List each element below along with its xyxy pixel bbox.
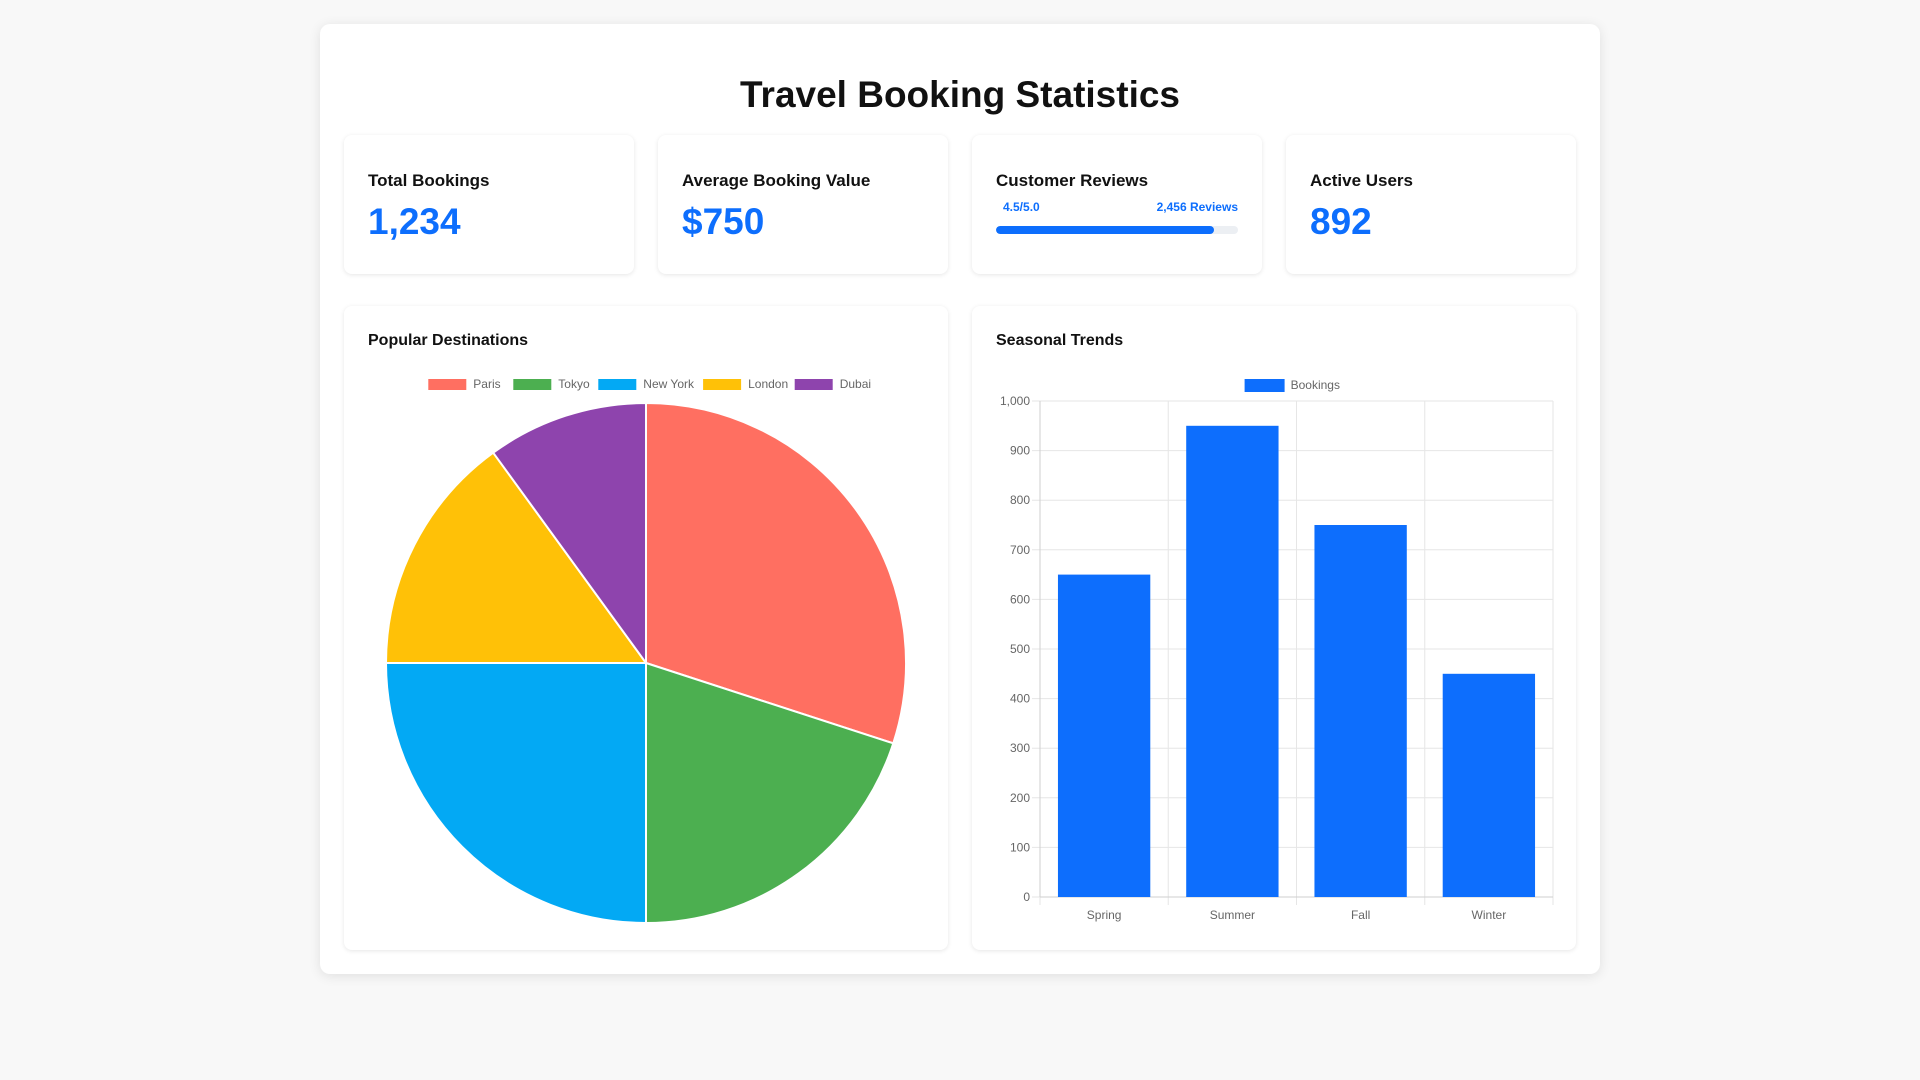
y-tick-label: 1,000	[1000, 394, 1030, 408]
pie-slice-new-york[interactable]	[384, 662, 647, 925]
seasonal-trends-title: Seasonal Trends	[996, 332, 1124, 349]
review-count: 2,456 Reviews	[1156, 200, 1238, 214]
average-booking-value-card: Average Booking Value $750	[658, 135, 948, 274]
y-tick-label: 800	[1010, 493, 1030, 507]
pie-slice-paris[interactable]	[645, 401, 907, 745]
pie-slice-tokyo[interactable]	[645, 661, 895, 925]
x-tick-label: Fall	[1351, 908, 1370, 922]
legend-swatch	[598, 379, 637, 390]
legend-swatch	[428, 379, 467, 390]
legend-label: Dubai	[840, 377, 871, 391]
legend-item-london[interactable]: London	[703, 377, 788, 391]
legend-item-tokyo[interactable]: Tokyo	[513, 377, 590, 391]
total-bookings-label: Total Bookings	[368, 171, 490, 190]
active-users-label: Active Users	[1310, 171, 1414, 190]
legend-swatch	[794, 379, 833, 390]
dashboard-panel: Travel Booking Statistics Total Bookings…	[320, 24, 1600, 974]
bar-fall[interactable]	[1314, 525, 1407, 897]
customer-reviews-label: Customer Reviews	[996, 171, 1149, 190]
bar-chart: Bookings 0 100 200 300 400 500 600 700 800 900 1,00…	[1000, 378, 1554, 922]
x-tick-label: Winter	[1472, 908, 1507, 922]
y-tick-label: 0	[1023, 890, 1030, 904]
seasonal-trends-card: Seasonal Trends Bookings 0 100 200 300 400 500…	[972, 306, 1576, 950]
pie-slice-london[interactable]	[384, 451, 648, 664]
active-users-card: Active Users 892	[1286, 135, 1576, 274]
y-tick-label: 200	[1010, 791, 1030, 805]
y-tick-label: 600	[1010, 592, 1030, 606]
legend-swatch	[513, 379, 552, 390]
pie-slice-dubai[interactable]	[491, 401, 647, 667]
bar-summer[interactable]	[1186, 425, 1279, 897]
legend-label: Bookings	[1291, 378, 1340, 392]
bar-spring[interactable]	[1057, 574, 1151, 897]
y-tick-label: 900	[1010, 444, 1030, 458]
legend-label: Tokyo	[558, 377, 590, 391]
customer-reviews-card: Customer Reviews 4.5/5.0 2,456 Reviews	[972, 135, 1262, 274]
average-booking-value-label: Average Booking Value	[682, 171, 871, 190]
legend-item-dubai[interactable]: Dubai	[794, 377, 871, 391]
popular-destinations-card: Popular Destinations Paris Tokyo New York L…	[344, 306, 948, 950]
y-tick-label: 400	[1010, 692, 1030, 706]
x-tick-label: Summer	[1210, 908, 1255, 922]
legend-label: Paris	[473, 377, 500, 391]
review-progress-bar	[996, 226, 1238, 234]
total-bookings-card: Total Bookings 1,234	[344, 135, 634, 274]
x-tick-label: Spring	[1087, 908, 1122, 922]
legend-item-paris[interactable]: Paris	[428, 377, 501, 391]
y-tick-label: 700	[1010, 543, 1030, 557]
total-bookings-value: 1,234	[368, 201, 461, 242]
legend-item-new-york[interactable]: New York	[598, 377, 695, 391]
popular-destinations-title: Popular Destinations	[368, 332, 529, 349]
legend-label: London	[748, 377, 788, 391]
page-title: Travel Booking Statistics	[739, 74, 1181, 115]
y-tick-label: 300	[1010, 741, 1030, 755]
y-tick-label: 100	[1010, 840, 1030, 854]
average-booking-value-value: $750	[682, 201, 765, 242]
review-score: 4.5/5.0	[1003, 200, 1040, 214]
legend-label: New York	[643, 377, 695, 391]
review-progress-fill	[996, 226, 1214, 234]
legend-swatch	[703, 379, 742, 390]
bar-winter[interactable]	[1442, 673, 1536, 897]
active-users-value: 892	[1310, 201, 1372, 242]
legend-swatch	[1244, 379, 1285, 392]
pie-chart: Paris Tokyo New York London Dubai	[384, 377, 907, 925]
y-tick-label: 500	[1010, 642, 1030, 656]
legend-item-bookings[interactable]: Bookings	[1244, 378, 1340, 392]
